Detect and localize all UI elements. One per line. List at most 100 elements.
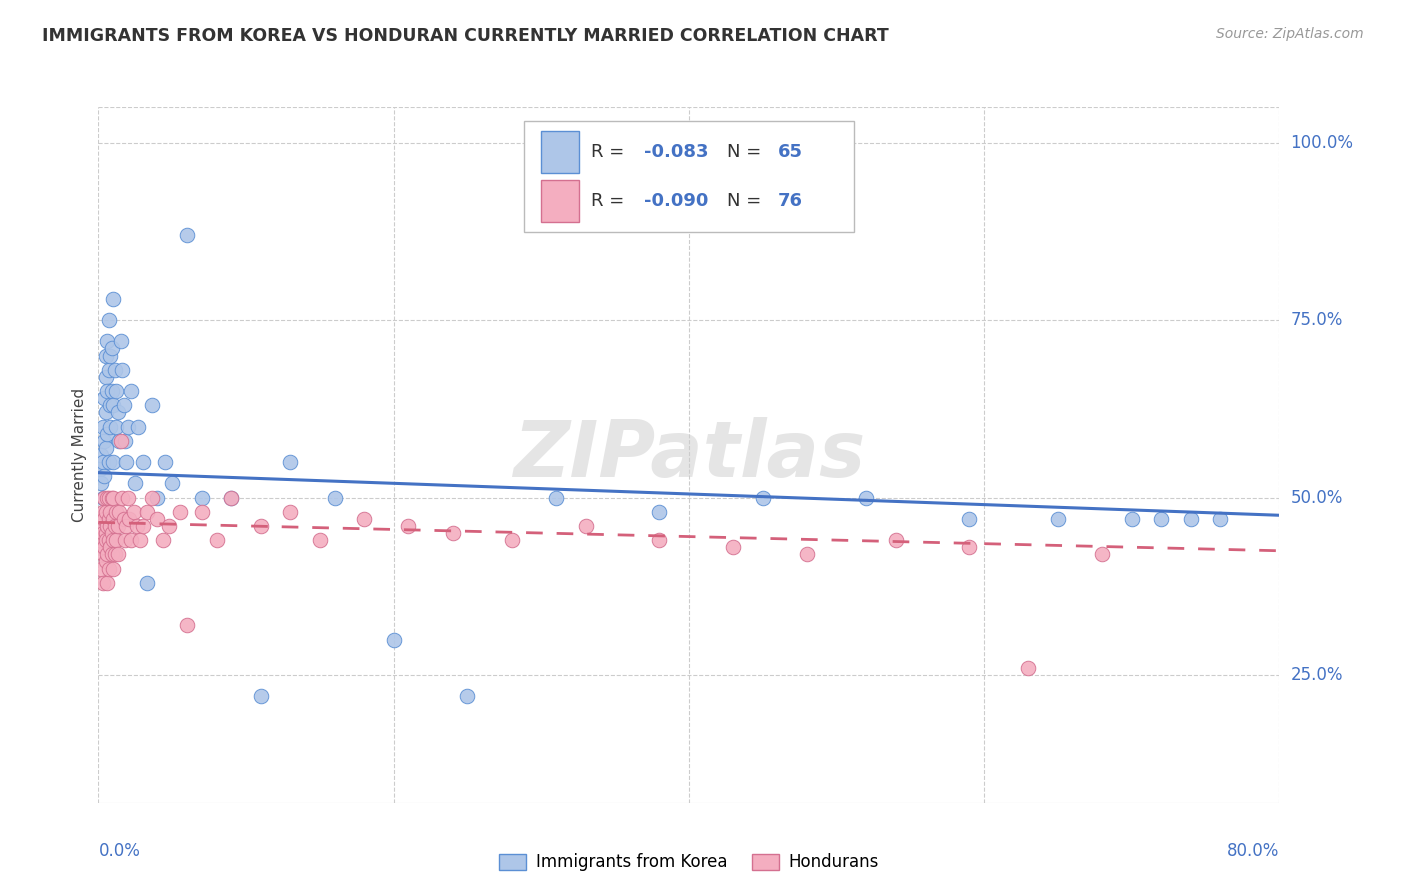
Point [117,491,139,505]
Point [93,469,115,483]
Point [93,540,115,554]
Point [105,533,128,548]
Point [100,526,122,541]
Point [959,540,981,554]
Point [104,519,127,533]
Point [309,533,332,548]
Point [94,349,117,363]
Point [132,455,155,469]
Point [127,419,149,434]
Point [111,491,134,505]
Point [146,512,169,526]
Point [103,533,125,548]
Point [124,476,146,491]
Text: 0.0%: 0.0% [98,842,141,860]
Text: 50.0%: 50.0% [1291,489,1343,507]
Point [117,419,139,434]
Point [456,690,478,704]
Point [205,533,228,548]
Point [128,533,150,548]
Point [176,618,198,632]
Point [112,398,135,412]
Point [103,561,125,575]
Point [114,434,136,448]
Point [90,561,112,575]
Point [98,519,121,533]
Point [115,519,138,533]
Point [98,349,121,363]
Point [162,476,183,491]
Point [141,491,163,505]
Text: 80.0%: 80.0% [1227,842,1279,860]
Point [89,533,111,548]
Point [93,491,115,505]
Point [157,519,180,533]
Point [278,505,302,519]
Point [110,434,132,448]
Point [93,434,115,448]
Point [97,561,120,575]
Point [91,547,114,561]
Point [136,575,159,590]
Point [132,519,155,533]
Point [648,505,671,519]
Point [118,512,141,526]
Text: N =: N = [727,143,766,161]
Point [1180,512,1202,526]
Point [94,405,117,419]
Point [100,547,122,561]
Point [382,632,405,647]
Point [1150,512,1173,526]
Point [191,491,214,505]
Point [105,419,128,434]
Point [96,547,118,561]
FancyBboxPatch shape [541,131,579,173]
Point [1017,661,1039,675]
Point [93,391,115,405]
Point [93,512,115,526]
Point [94,505,117,519]
Point [751,491,773,505]
Point [110,334,132,349]
Point [107,547,129,561]
Point [114,533,136,548]
Point [94,533,117,548]
Point [98,419,121,434]
Point [1091,547,1114,561]
Point [396,519,419,533]
Point [125,519,148,533]
Point [97,533,120,548]
Point [96,575,118,590]
Point [94,554,117,568]
Point [90,448,112,462]
Text: 65: 65 [778,143,803,161]
Point [98,398,121,412]
Point [544,491,567,505]
Point [153,455,176,469]
Point [97,455,120,469]
Point [648,533,671,548]
Point [94,526,117,541]
Point [91,455,114,469]
Point [103,398,125,412]
Point [176,227,198,242]
Point [96,426,118,441]
Point [104,547,127,561]
Point [91,575,114,590]
Point [98,540,121,554]
Text: 75.0%: 75.0% [1291,311,1343,329]
Point [104,362,127,376]
Text: 76: 76 [778,192,803,211]
FancyBboxPatch shape [523,121,855,232]
Point [1209,512,1232,526]
Point [219,491,242,505]
Point [97,313,120,327]
Point [105,505,128,519]
Point [103,491,125,505]
Point [152,533,174,548]
Point [278,455,302,469]
Point [91,419,114,434]
Point [136,505,159,519]
Point [97,491,120,505]
Y-axis label: Currently Married: Currently Married [72,388,87,522]
